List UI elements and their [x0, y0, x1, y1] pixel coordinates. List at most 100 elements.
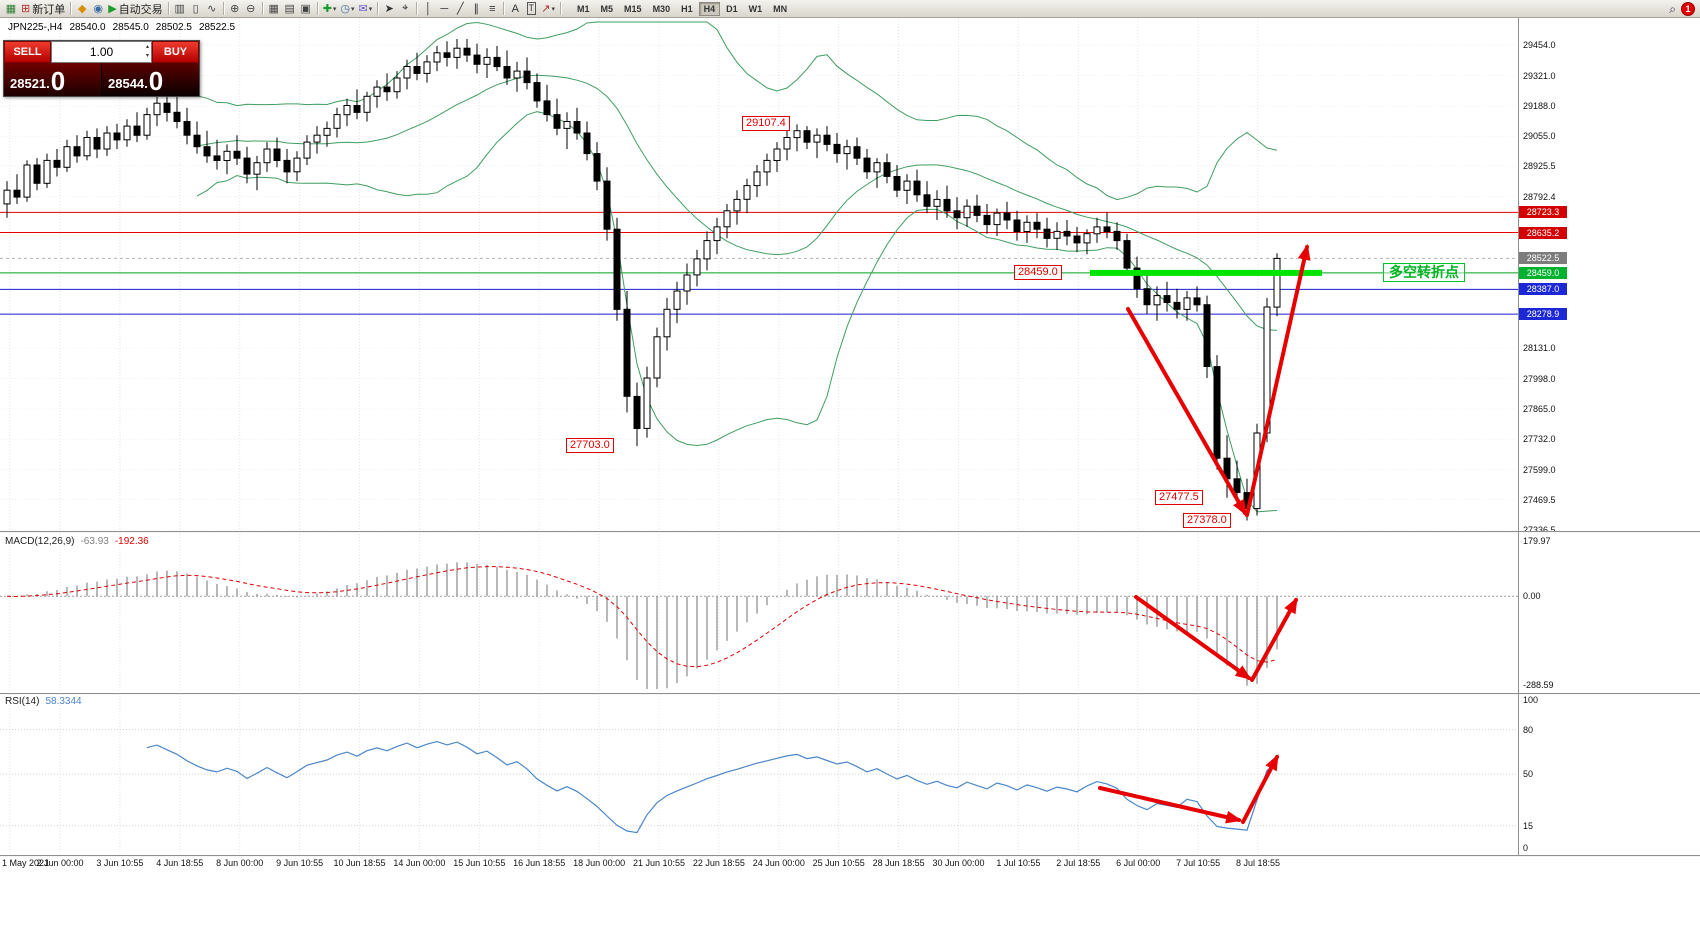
zoom-in-icon[interactable]: ⊕	[227, 1, 243, 17]
toolbar-separator	[377, 2, 379, 15]
time-axis-label: 4 Jun 18:55	[156, 858, 204, 868]
timeframe-m1[interactable]: M1	[577, 3, 590, 14]
buy-price-value: 28544.	[108, 76, 148, 91]
profile-icon[interactable]: ◉	[90, 1, 106, 17]
timeframe-w1[interactable]: W1	[748, 3, 763, 14]
cursor-icon[interactable]: ➤	[381, 1, 397, 17]
tile-windows-icon[interactable]: ▦	[266, 1, 282, 17]
timeframe-mn[interactable]: MN	[773, 3, 788, 14]
buy-price[interactable]: 28544. 0	[101, 63, 199, 96]
new-order-button[interactable]: ⊞ 新订单	[19, 1, 67, 17]
text-icon[interactable]: A	[507, 1, 523, 17]
equidistant-channel-icon[interactable]: ∥	[473, 3, 480, 15]
rsi-axis-label: 0	[1523, 843, 1529, 853]
equidistant-channel-icon[interactable]: ∥	[468, 1, 484, 17]
periods-icon[interactable]: ◷ ▾	[338, 1, 356, 17]
time-axis-label: 24 Jun 00:00	[752, 858, 805, 868]
main-macd-separator[interactable]	[0, 531, 1700, 532]
new-chart-icon[interactable]: ▦	[3, 1, 19, 17]
candlestick-chart-icon[interactable]: ▯	[188, 1, 204, 17]
price-level-badge: 28278.9	[1519, 308, 1567, 321]
rsi-value: 58.3344	[45, 696, 82, 707]
templates-icon[interactable]: ✉	[358, 3, 368, 15]
fibonacci-icon[interactable]: ≡	[484, 1, 500, 17]
new-chart-icon[interactable]: ▦	[5, 3, 17, 15]
autotrading-button-label[interactable]: 自动交易	[118, 3, 163, 16]
autotrading-button[interactable]: ▶	[108, 3, 117, 15]
tile-windows-icon[interactable]: ▦	[268, 3, 279, 15]
new-order-button[interactable]: ⊞	[21, 3, 31, 15]
time-axis-label: 8 Jun 00:00	[216, 858, 264, 868]
mql5-community-icon[interactable]: ◆	[74, 1, 90, 17]
trendline-icon[interactable]: ╱	[452, 1, 468, 17]
lot-decrease-button[interactable]: ▾	[145, 53, 149, 59]
indicators-icon[interactable]: ✚	[322, 3, 332, 15]
search-icon[interactable]: ⌕	[1669, 2, 1676, 16]
zoom-out-icon[interactable]: ⊖	[246, 3, 256, 15]
sell-button[interactable]: SELL	[4, 41, 51, 63]
auto-arrange-icon[interactable]: ▤	[284, 3, 295, 15]
vertical-line-icon[interactable]: │	[424, 2, 432, 15]
toolbar-separator	[316, 2, 318, 15]
candlestick-chart-icon[interactable]: ▯	[192, 3, 199, 15]
lot-increase-button[interactable]: ▴	[145, 44, 149, 50]
templates-icon-caret[interactable]: ▾	[368, 5, 373, 13]
timeframe-h1[interactable]: H1	[681, 3, 693, 14]
arrows-icon[interactable]: ↗	[541, 3, 551, 15]
profile-icon[interactable]: ◉	[93, 3, 104, 15]
timeframe-m30[interactable]: M30	[652, 3, 671, 14]
text-label-icon[interactable]: T	[523, 1, 539, 17]
time-axis-label: 2 Jul 18:55	[1056, 858, 1101, 868]
rsi-axis-label: 100	[1523, 695, 1539, 705]
line-chart-icon[interactable]: ∿	[204, 1, 220, 17]
text-label-icon[interactable]: T	[526, 2, 537, 15]
new-order-button-label[interactable]: 新订单	[32, 3, 66, 16]
periods-icon-caret[interactable]: ▾	[351, 5, 355, 13]
macd-rsi-separator[interactable]	[0, 693, 1700, 694]
indicators-icon-caret[interactable]: ▾	[332, 5, 337, 13]
time-axis-label: 1 Jul 10:55	[996, 858, 1041, 868]
lot-size-field[interactable]: 1.00 ▴ ▾	[51, 41, 152, 63]
time-axis-border	[0, 855, 1700, 856]
vertical-line-icon[interactable]: │	[420, 1, 436, 17]
bar-chart-icon[interactable]: ▥	[172, 1, 188, 17]
periods-icon[interactable]: ◷	[340, 3, 351, 15]
line-chart-icon[interactable]: ∿	[207, 3, 217, 15]
macd-signal-value: -192.36	[114, 536, 149, 547]
zoom-out-icon[interactable]: ⊖	[243, 1, 259, 17]
sell-price[interactable]: 28521. 0	[4, 63, 101, 96]
text-icon[interactable]: A	[511, 2, 519, 15]
horizontal-line-icon[interactable]: ─	[440, 2, 449, 15]
timeframe-d1[interactable]: D1	[726, 3, 738, 14]
mql5-community-icon[interactable]: ◆	[77, 3, 87, 15]
crosshair-icon[interactable]: ⌖	[402, 2, 409, 14]
templates-icon[interactable]: ✉ ▾	[357, 1, 375, 17]
arrows-icon[interactable]: ↗ ▾	[539, 1, 557, 17]
zoom-in-icon[interactable]: ⊕	[230, 3, 240, 15]
timeframe-m5[interactable]: M5	[600, 3, 614, 14]
fibonacci-icon[interactable]: ≡	[489, 2, 496, 15]
autotrading-button[interactable]: ▶ 自动交易	[106, 1, 164, 17]
chart-shift-icon[interactable]: ▣	[298, 1, 314, 17]
chart-shift-icon[interactable]: ▣	[300, 3, 311, 15]
trendline-icon[interactable]: ╱	[456, 3, 464, 15]
lot-spinner: ▴ ▾	[146, 43, 149, 61]
timeframe-m15[interactable]: M15	[624, 3, 642, 14]
time-axis-label: 25 Jun 10:55	[812, 858, 865, 868]
toolbar: ▦ ⊞ 新订单 ◆ ◉ ▶ 自动交易 ▥ ▯ ∿ ⊕ ⊖ ▦ ▤ ▣ ✚ ▾ ◷ ▾ ✉ ▾ ➤ ⌖ │ ─ ╱ ∥ ≡ A T ↗ ▾ M1…	[0, 0, 1700, 18]
cursor-icon[interactable]: ➤	[384, 3, 394, 15]
time-axis-label: 6 Jul 00:00	[1116, 858, 1161, 868]
horizontal-line-icon[interactable]: ─	[436, 1, 452, 17]
notifications-badge[interactable]: 1	[1681, 2, 1695, 16]
auto-arrange-icon[interactable]: ▤	[282, 1, 298, 17]
price-axis-label: 29454.0	[1523, 40, 1556, 50]
lot-size-value[interactable]: 1.00	[89, 45, 114, 59]
buy-button[interactable]: BUY	[152, 41, 199, 63]
indicators-icon[interactable]: ✚ ▾	[321, 1, 339, 17]
crosshair-icon[interactable]: ⌖	[397, 1, 413, 17]
timeframe-h4[interactable]: H4	[698, 1, 721, 16]
price-chart-canvas[interactable]	[0, 18, 1518, 855]
arrows-icon-caret[interactable]: ▾	[551, 5, 556, 13]
bar-chart-icon[interactable]: ▥	[174, 3, 185, 15]
timeframe-buttons: M1 M5 M15 M30 H1 H4 D1 W1 MN	[572, 0, 792, 18]
